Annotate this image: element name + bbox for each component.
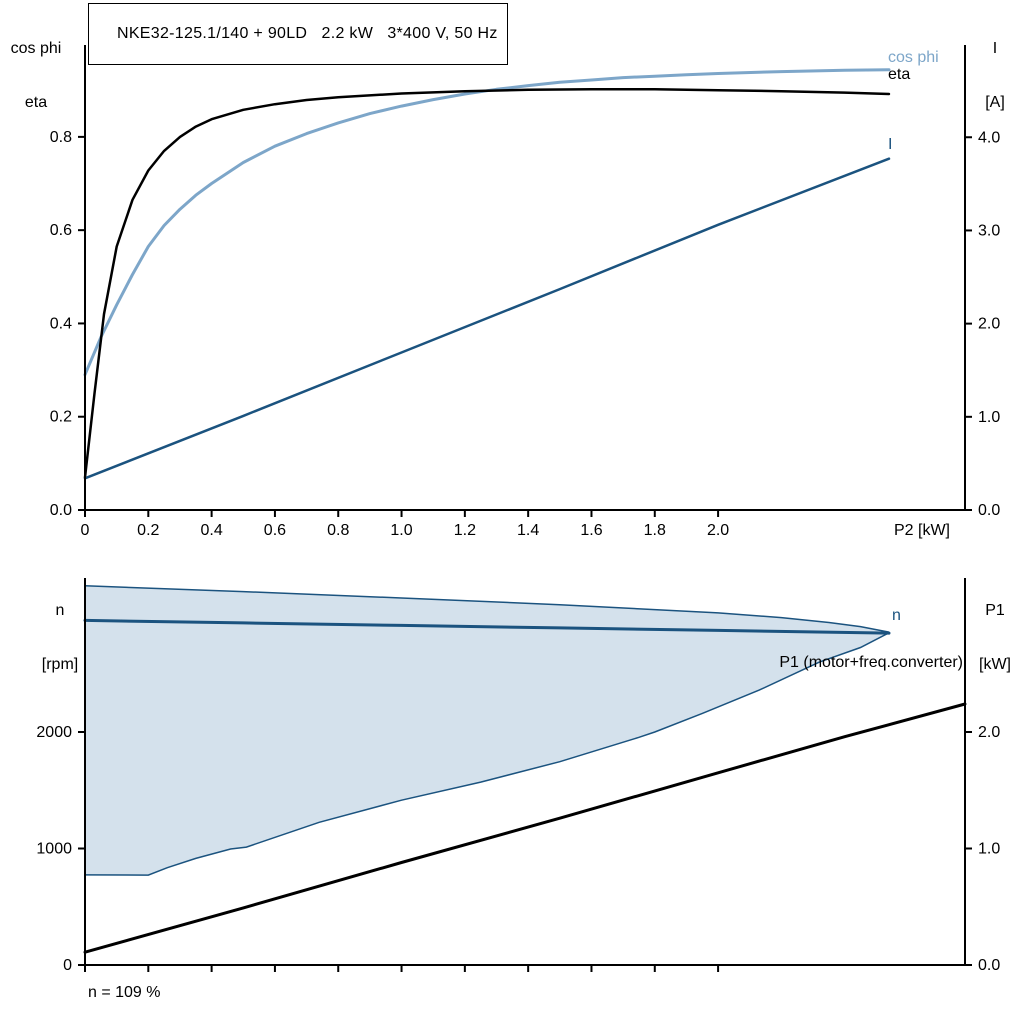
curve-cos-phi (83, 68, 891, 377)
speed-curve-label: n (892, 607, 901, 624)
x-tick-label: 1.4 (517, 522, 539, 539)
axis-title-line: I (992, 40, 998, 57)
eta-curve-label: eta (888, 66, 911, 83)
right-tick-label: 0.0 (978, 502, 1000, 519)
left-tick-label: 0.0 (50, 502, 72, 519)
right-tick-label: 2.0 (978, 724, 1000, 741)
left-tick-label: 2000 (36, 724, 72, 741)
speed-control-range-lower-border (84, 632, 890, 876)
x-tick-label: 0.2 (137, 522, 159, 539)
curve-P1 (83, 702, 967, 954)
x-tick-label: 0.4 (200, 522, 222, 539)
cos-phi-curve-label: cos phi (888, 49, 939, 66)
axis-title-line: P1 (985, 602, 1005, 619)
left-tick-label: 0.2 (50, 409, 72, 426)
x-tick-label: 0 (81, 522, 90, 539)
speed-control-range-upper-border (84, 585, 890, 633)
chart-title-box: NKE32-125.1/140 + 90LD 2.2 kW 3*400 V, 5… (88, 3, 508, 65)
chart-title: NKE32-125.1/140 + 90LD 2.2 kW 3*400 V, 5… (116, 25, 498, 42)
axis-title-line: cos phi (10, 40, 62, 57)
curve-n (83, 618, 891, 635)
right-tick-label: 1.0 (978, 841, 1000, 858)
x-tick-label: 1.8 (644, 522, 666, 539)
axis-title-line: [kW] (979, 656, 1011, 673)
axis-title-line: eta (24, 94, 48, 111)
left-tick-label: 1000 (36, 841, 72, 858)
x-tick-label: 2.0 (707, 522, 729, 539)
left-tick-label: 0.4 (50, 315, 72, 332)
right-tick-label: 2.0 (978, 316, 1000, 333)
right-tick-label: 1.0 (978, 409, 1000, 426)
p1-curve-label: P1 (motor+freq.converter) (779, 654, 963, 671)
x-tick-label: 0.8 (327, 522, 349, 539)
speed-percent-footnote: n = 109 % (88, 984, 161, 1001)
axis-title-line: [A] (985, 94, 1005, 111)
bottom-left-axis-title: n [rpm] (26, 566, 94, 710)
right-tick-label: 0.0 (978, 957, 1000, 974)
x-tick-label: 0.6 (264, 522, 286, 539)
curve-I (83, 157, 891, 480)
right-tick-label: 4.0 (978, 129, 1000, 146)
right-tick-label: 3.0 (978, 222, 1000, 239)
left-tick-label: 0.8 (50, 129, 72, 146)
axis-title-line: n (55, 602, 65, 619)
left-tick-label: 0 (63, 957, 72, 974)
bottom-right-axis-title: P1 [kW] (969, 566, 1021, 710)
left-tick-label: 0.6 (50, 222, 72, 239)
top-left-axis-title: cos phi eta (0, 4, 72, 148)
axis-title-line: [rpm] (41, 656, 79, 673)
x-axis-unit-label: P2 [kW] (894, 522, 950, 539)
x-tick-label: 1.2 (454, 522, 476, 539)
x-tick-label: 1.0 (390, 522, 412, 539)
top-right-axis-title: I [A] (972, 4, 1018, 148)
current-curve-label: I (888, 136, 893, 153)
speed-control-range-fill (85, 585, 889, 876)
x-tick-label: 1.6 (580, 522, 602, 539)
curve-eta (83, 88, 891, 479)
